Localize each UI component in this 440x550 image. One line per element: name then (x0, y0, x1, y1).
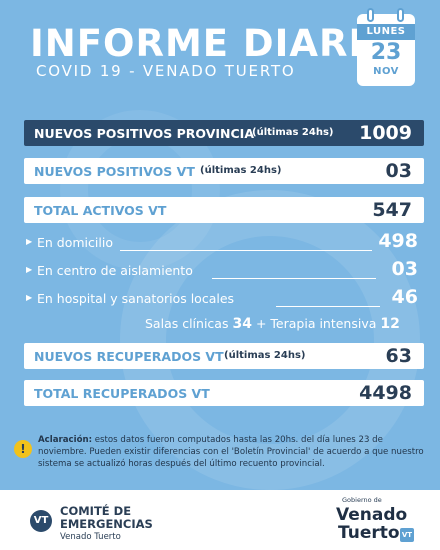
terapia-label: Terapia intensiva (270, 316, 377, 331)
stat-aislamiento: ▶ En centro de aislamiento 03 (24, 258, 424, 283)
stat-hospital-label: En hospital y sanatorios locales (37, 291, 235, 306)
calendar-ring-left (367, 8, 374, 22)
stat-hospital-leader (276, 306, 380, 307)
stat-recuperados-total-value: 4498 (359, 382, 412, 404)
stat-aislamiento-label: En centro de aislamiento (37, 263, 193, 278)
calendar-ring-right (397, 8, 404, 22)
stat-hospital: ▶ En hospital y sanatorios locales 46 (24, 286, 424, 311)
stat-hospital-value: 46 (391, 286, 418, 308)
calendar-weekday: LUNES (357, 24, 415, 40)
stat-aislamiento-value: 03 (391, 258, 418, 280)
calendar-icon: LUNES 23 NOV (357, 8, 415, 86)
stat-activos-vt: TOTAL ACTIVOS VT 547 (24, 197, 424, 223)
committee-city: Venado Tuerto (60, 532, 121, 542)
government-badge: VT (400, 528, 414, 542)
disclaimer-body: estos datos fueron computados hasta las … (38, 435, 424, 469)
government-small-label: Gobierno de (342, 496, 382, 504)
terapia-value: 12 (380, 316, 400, 332)
stat-domicilio-leader (120, 250, 372, 251)
stat-recuperados-nuevos-label: NUEVOS RECUPERADOS VT (34, 349, 224, 364)
stat-nuevos-vt-value: 03 (385, 160, 412, 182)
stat-aislamiento-leader (212, 278, 376, 279)
stat-activos-vt-value: 547 (372, 199, 412, 221)
stat-provincia-note: (últimas 24hs) (252, 127, 334, 138)
stat-recuperados-total-label: TOTAL RECUPERADOS VT (34, 386, 210, 401)
calendar-day: 23 (370, 40, 402, 65)
stat-provincia-value: 1009 (359, 122, 412, 144)
plus-sign: + (255, 316, 267, 331)
salas-value: 34 (232, 316, 252, 332)
exclamation-icon: ! (14, 440, 32, 458)
stat-activos-vt-label: TOTAL ACTIVOS VT (34, 203, 167, 218)
stat-recuperados-total: TOTAL RECUPERADOS VT 4498 (24, 380, 424, 406)
calendar-month: NOV (373, 66, 399, 77)
bullet-arrow-icon: ▶ (26, 265, 33, 274)
government-logo-line2: Tuerto (338, 523, 400, 543)
stat-recuperados-nuevos: NUEVOS RECUPERADOS VT (últimas 24hs) 63 (24, 343, 424, 369)
report-title: INFORME DIARIO (30, 22, 396, 65)
disclaimer-lead: Aclaración: (38, 435, 93, 445)
report-poster: INFORME DIARIO COVID 19 - VENADO TUERTO … (0, 0, 440, 490)
footer: VT COMITÉ DE EMERGENCIAS Venado Tuerto G… (0, 490, 440, 550)
committee-name-line2: EMERGENCIAS (60, 517, 153, 531)
stat-domicilio-value: 498 (378, 230, 418, 252)
stat-recuperados-nuevos-value: 63 (385, 345, 412, 367)
stat-domicilio-label: En domicilio (37, 235, 113, 250)
stat-provincia: NUEVOS POSITIVOS PROVINCIA (últimas 24hs… (24, 120, 424, 146)
government-logo-line1: Venado (336, 505, 408, 525)
stat-provincia-label: NUEVOS POSITIVOS PROVINCIA (34, 126, 255, 141)
bullet-arrow-icon: ▶ (26, 237, 33, 246)
bullet-arrow-icon: ▶ (26, 293, 33, 302)
stat-domicilio: ▶ En domicilio 498 (24, 230, 424, 255)
committee-logo: VT (30, 510, 52, 532)
report-subtitle: COVID 19 - VENADO TUERTO (36, 62, 296, 80)
stat-nuevos-vt: NUEVOS POSITIVOS VT (últimas 24hs) 03 (24, 158, 424, 184)
stat-hospital-breakdown: Salas clínicas 34 + Terapia intensiva 12 (145, 316, 400, 332)
stat-nuevos-vt-label: NUEVOS POSITIVOS VT (34, 164, 195, 179)
stat-nuevos-vt-note: (últimas 24hs) (200, 165, 282, 176)
disclaimer-text: Aclaración: estos datos fueron computado… (38, 434, 430, 470)
stat-recuperados-nuevos-note: (últimas 24hs) (224, 350, 306, 361)
committee-name-line1: COMITÉ DE (60, 504, 132, 518)
salas-label: Salas clínicas (145, 316, 229, 331)
